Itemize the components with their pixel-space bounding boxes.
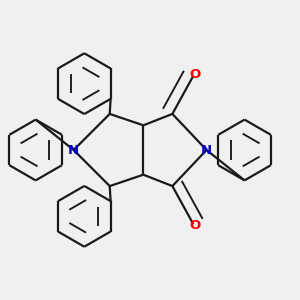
Text: O: O [189,68,200,81]
Text: N: N [201,143,212,157]
Text: N: N [68,143,79,157]
Text: O: O [189,219,200,232]
